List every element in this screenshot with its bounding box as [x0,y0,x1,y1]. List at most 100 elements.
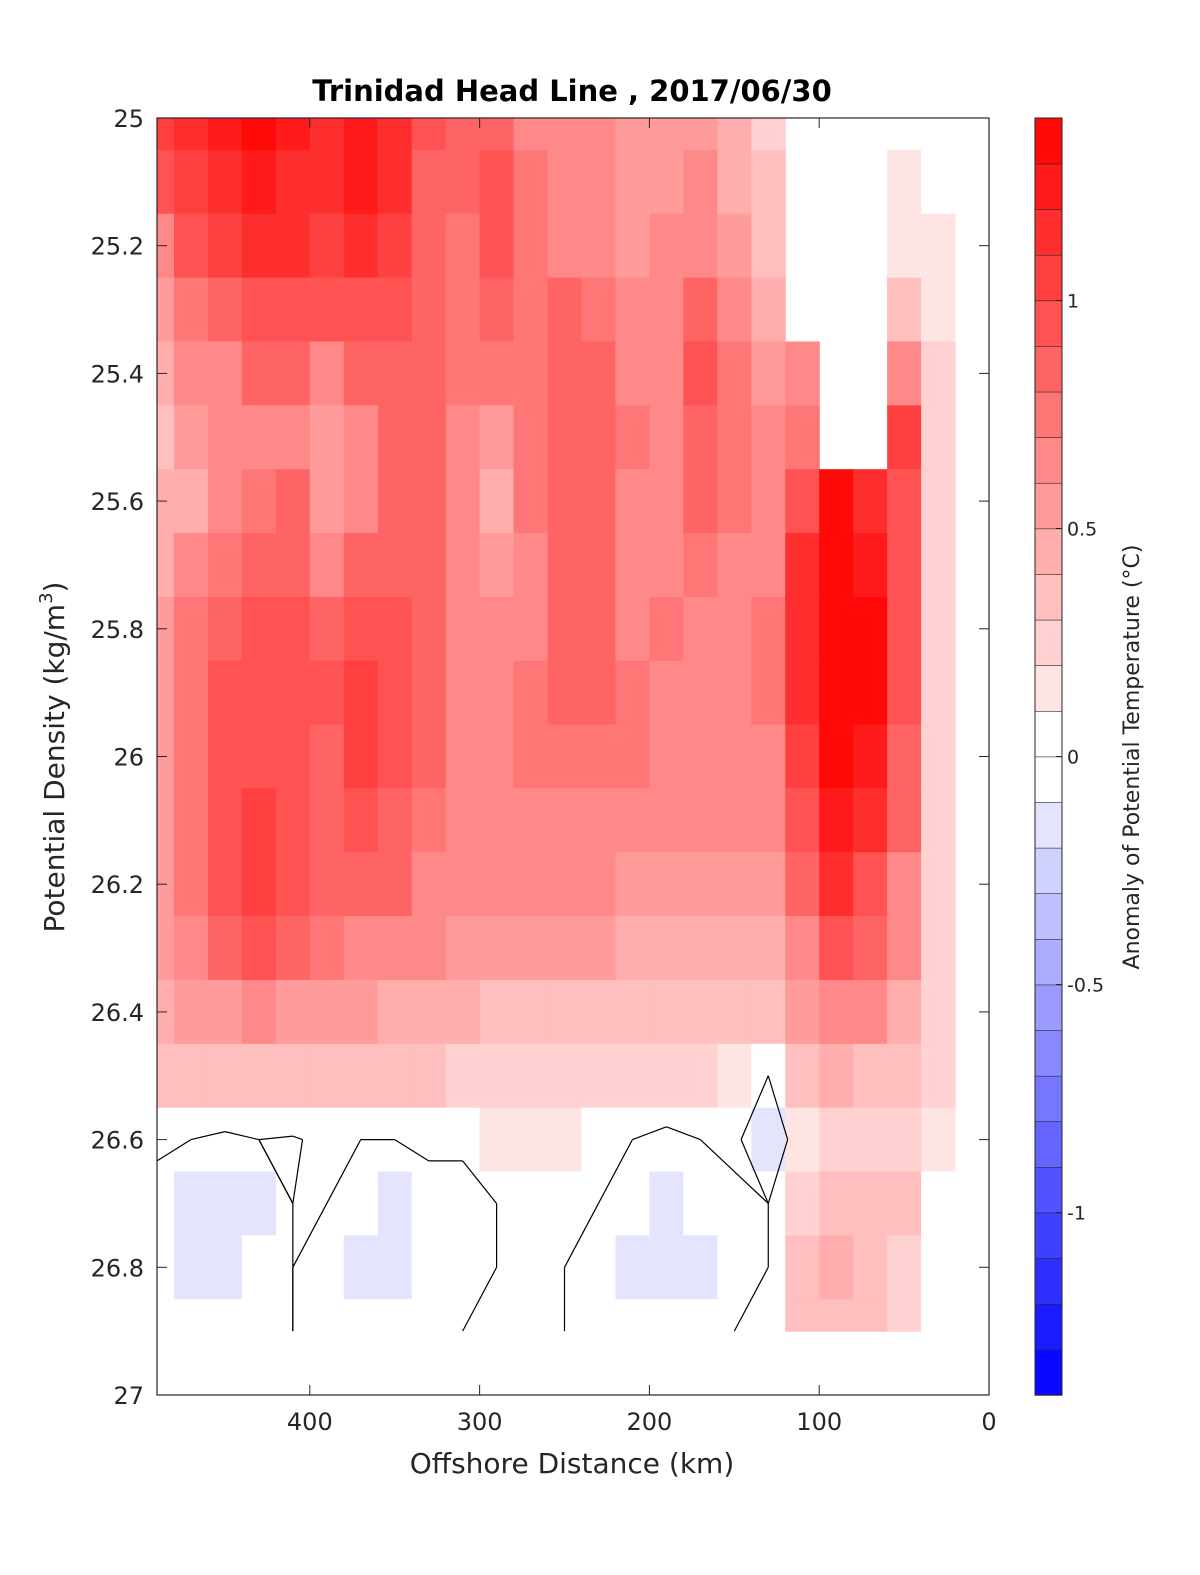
contour-cell [377,724,413,790]
contour-cell [275,724,311,790]
contour-cell [717,916,752,981]
contour-cell [683,533,718,598]
colorbar-ticks: 1 0.5 0 -0.5 -1 [1056,290,1104,1225]
contour-cell [157,788,175,853]
contour-cell [173,724,209,790]
contour-cell [615,916,651,981]
contour-cell [173,852,209,917]
contour-cell [887,277,922,343]
contour-cell [921,979,956,1045]
contour-cell [581,118,617,151]
contour-cell [445,469,481,534]
contour-cell [377,118,413,151]
contour-cell [445,788,481,853]
contour-cell [581,1043,617,1109]
contour-cell [309,405,345,470]
contour-cell [921,533,956,598]
contour-cell [377,916,413,981]
y-tick-label: 27 [113,1382,144,1410]
contour-cell [615,469,651,534]
zero-contour-segment [190,1131,226,1141]
contour-cell [377,852,413,917]
colorbar-tick-label: 0.5 [1067,518,1097,540]
contour-cell [615,277,651,343]
contour-cell [717,469,752,534]
contour-cell [853,1107,888,1173]
contour-cell [445,724,481,790]
contour-cell [241,277,277,343]
contour-cell [649,724,684,790]
contour-cell [649,788,684,853]
zero-contour-segment [740,1139,769,1204]
contour-fill [157,118,956,1332]
contour-cell [343,118,379,151]
contour-cell [343,533,379,598]
contour-cell [479,277,515,343]
contour-cell [683,405,718,470]
colorbar-band [1034,528,1063,575]
contour-cell [241,405,277,470]
contour-cell [547,724,583,790]
contour-cell [479,1043,515,1109]
contour-cell [275,660,311,726]
contour-cell [853,1299,888,1332]
contour-cell [683,1171,718,1236]
contour-cell [173,979,209,1045]
y-tick-label: 26 [113,744,144,772]
contour-cell [241,213,277,279]
contour-cell [751,788,786,853]
colorbar-label: Anomaly of Potential Temperature (°C) [1120,545,1145,970]
colorbar-tick-label: -0.5 [1067,975,1104,997]
contour-cell [157,1299,175,1332]
contour-cell [615,660,651,726]
contour-cell [157,1171,175,1236]
zero-contour-segment [156,1139,192,1162]
contour-cell [649,469,684,534]
contour-cell [887,724,922,790]
contour-cell [411,724,447,790]
contour-cell [683,469,718,534]
contour-cell [411,1171,447,1236]
contour-cell [547,533,583,598]
contour-cell [921,1235,956,1300]
contour-cell [343,596,379,662]
contour-cell [683,1299,718,1332]
contour-cell [411,1107,447,1173]
zero-contour-segment [597,1139,633,1204]
y-axis-title-superscript: 3 [36,592,57,603]
contour-cell [819,788,854,853]
contour-cell [343,469,379,534]
contour-cell [853,533,888,598]
contour-cell [717,1299,752,1332]
contour-cell [649,149,684,215]
contour-cell [445,1171,481,1236]
contour-cell [819,469,854,534]
contour-cell [377,596,413,662]
contour-cell [207,149,243,215]
contour-cell [343,1235,379,1300]
contour-cell [581,277,617,343]
contour-cell [173,916,209,981]
contour-cell [649,405,684,470]
contour-cell [173,405,209,470]
contour-cell [921,118,956,151]
contour-cell [309,916,345,981]
contour-cell [309,1299,345,1332]
contour-cell [309,341,345,406]
contour-cell [309,1235,345,1300]
contour-cell [513,533,549,598]
contour-cell [173,213,209,279]
contour-cell [207,596,243,662]
contour-cell [207,979,243,1045]
contour-cell [309,788,345,853]
contour-cell [173,788,209,853]
colorbar-bands [1034,117,1063,1396]
contour-cell [241,852,277,917]
contour-cell [615,596,651,662]
contour-cell [513,149,549,215]
contour-cell [751,1299,786,1332]
contour-cell [785,1107,820,1173]
contour-cell [513,1299,549,1332]
contour-cell [377,1299,413,1332]
